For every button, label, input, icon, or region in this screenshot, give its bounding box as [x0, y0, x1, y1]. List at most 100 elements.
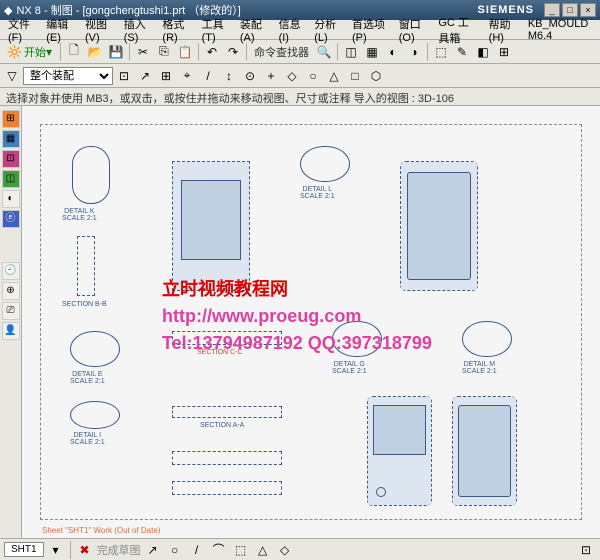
sheet-status: Sheet "SHT1" Work (Out of Date): [42, 526, 160, 535]
c12-icon[interactable]: □: [345, 66, 365, 86]
view-strip-2[interactable]: [172, 481, 282, 495]
c9-icon[interactable]: ◇: [282, 66, 302, 86]
t7-icon[interactable]: ◧: [473, 42, 493, 62]
label-detail-g: DETAIL GSCALE 2:1: [332, 361, 367, 375]
l9-icon[interactable]: ⎚: [2, 302, 20, 320]
b5-icon[interactable]: ⬚: [231, 540, 251, 560]
t1-icon[interactable]: ◫: [341, 42, 361, 62]
menu-view[interactable]: 视图(V): [79, 16, 118, 44]
view-strip-1[interactable]: [172, 451, 282, 465]
view-detail-e[interactable]: [70, 331, 120, 367]
roles-icon[interactable]: 👤: [2, 322, 20, 340]
menu-prefs[interactable]: 首选项(P): [346, 16, 393, 44]
c1-icon[interactable]: ⊡: [114, 66, 134, 86]
t4-icon[interactable]: ◑: [404, 42, 424, 62]
view-section-bb[interactable]: [77, 236, 95, 296]
filter-icon[interactable]: ▽: [2, 66, 22, 86]
start-button[interactable]: 🔆开始▾: [2, 42, 57, 62]
resource-bar: ⊞ ▦ ⊡ ◫ ◐ ⓔ 🕘 ⊕ ⎚ 👤: [0, 106, 22, 538]
t6-icon[interactable]: ✎: [452, 42, 472, 62]
toolbar-1: 🔆开始▾ 🗋 📂 💾 ✂ ⎘ 📋 ↶ ↷ 命令查找器 🔍 ◫ ▦ ◐ ◑ ⬚ ✎…: [0, 40, 600, 64]
message-bar: 选择对象并使用 MB3，或双击，或按住并拖动来移动视图、尺寸或注释 导入的视图 …: [0, 88, 600, 106]
web-icon[interactable]: ⓔ: [2, 210, 20, 228]
asm-icon[interactable]: ⊡: [2, 150, 20, 168]
brand-label: SIEMENS: [477, 4, 534, 16]
c11-icon[interactable]: △: [324, 66, 344, 86]
c13-icon[interactable]: ⬡: [366, 66, 386, 86]
view-detail-g[interactable]: [332, 321, 382, 357]
menu-analyze[interactable]: 分析(L): [308, 16, 346, 44]
label-section-cc: SECTION C-C: [197, 349, 243, 356]
menu-edit[interactable]: 编辑(E): [40, 16, 79, 44]
maximize-button[interactable]: □: [562, 3, 578, 17]
view-detail-k[interactable]: [72, 146, 110, 204]
c4-icon[interactable]: ⌖: [177, 66, 197, 86]
reuse-icon[interactable]: ◫: [2, 170, 20, 188]
drawing-canvas[interactable]: DETAIL KSCALE 2:1 DETAIL LSCALE 2:1 SECT…: [22, 106, 600, 538]
t3-icon[interactable]: ◐: [383, 42, 403, 62]
fit-icon[interactable]: ⊡: [576, 540, 596, 560]
search-icon[interactable]: 🔍: [314, 42, 334, 62]
menu-help[interactable]: 帮助(H): [483, 16, 522, 44]
cut-icon[interactable]: ✂: [133, 42, 153, 62]
b3-icon[interactable]: /: [187, 540, 207, 560]
menu-insert[interactable]: 插入(S): [118, 16, 157, 44]
minimize-button[interactable]: _: [544, 3, 560, 17]
t5-icon[interactable]: ⬚: [431, 42, 451, 62]
save-icon[interactable]: 💾: [106, 42, 126, 62]
sketch-icon[interactable]: ✖: [75, 540, 95, 560]
menu-tools[interactable]: 工具(T): [196, 16, 234, 44]
view-detail-l[interactable]: [300, 146, 350, 182]
menu-window[interactable]: 窗口(O): [393, 16, 433, 44]
c6-icon[interactable]: ↕: [219, 66, 239, 86]
label-detail-e: DETAIL ESCALE 2:1: [70, 371, 105, 385]
t8-icon[interactable]: ⊞: [494, 42, 514, 62]
nav-icon[interactable]: ⊞: [2, 110, 20, 128]
menu-file[interactable]: 文件(F): [2, 16, 40, 44]
open-icon[interactable]: 📂: [85, 42, 105, 62]
redo-icon[interactable]: ↷: [223, 42, 243, 62]
copy-icon[interactable]: ⎘: [154, 42, 174, 62]
menu-info[interactable]: 信息(I): [273, 16, 309, 44]
c2-icon[interactable]: ↗: [135, 66, 155, 86]
b1-icon[interactable]: ↗: [143, 540, 163, 560]
view-detail-i[interactable]: [70, 401, 120, 429]
c8-icon[interactable]: +: [261, 66, 281, 86]
paste-icon[interactable]: 📋: [175, 42, 195, 62]
tab-menu-icon[interactable]: ▾: [46, 540, 66, 560]
history-icon[interactable]: 🕘: [2, 262, 20, 280]
view-phone-back[interactable]: [400, 161, 478, 291]
cmd-finder-label: 命令查找器: [250, 44, 313, 60]
view-section-cc[interactable]: [172, 331, 282, 345]
sheet-tab[interactable]: SHT1: [4, 542, 44, 557]
b6-icon[interactable]: △: [253, 540, 273, 560]
new-icon[interactable]: 🗋: [64, 42, 84, 62]
menu-kb[interactable]: KB_MOULD M6.4: [522, 18, 598, 42]
undo-icon[interactable]: ↶: [202, 42, 222, 62]
c3-icon[interactable]: ⊞: [156, 66, 176, 86]
view-phone-front[interactable]: [172, 161, 250, 291]
menu-assembly[interactable]: 装配(A): [234, 16, 273, 44]
view-phone-open[interactable]: [367, 396, 432, 506]
b7-icon[interactable]: ◇: [275, 540, 295, 560]
c7-icon[interactable]: ⊙: [240, 66, 260, 86]
label-detail-m: DETAIL MSCALE 2:1: [462, 361, 497, 375]
close-button[interactable]: ×: [580, 3, 596, 17]
l8-icon[interactable]: ⊕: [2, 282, 20, 300]
hd3d-icon[interactable]: ◐: [2, 190, 20, 208]
assembly-combo[interactable]: 整个装配: [23, 67, 113, 85]
b2-icon[interactable]: ○: [165, 540, 185, 560]
label-detail-l: DETAIL LSCALE 2:1: [300, 186, 335, 200]
label-section-bb: SECTION B-B: [62, 301, 107, 308]
c10-icon[interactable]: ○: [303, 66, 323, 86]
menu-format[interactable]: 格式(R): [156, 16, 195, 44]
b4-icon[interactable]: ⌒: [209, 540, 229, 560]
c5-icon[interactable]: /: [198, 66, 218, 86]
label-detail-k: DETAIL KSCALE 2:1: [62, 208, 97, 222]
part-icon[interactable]: ▦: [2, 130, 20, 148]
status-bar: SHT1 ▾ ✖ 完成草图 ↗ ○ / ⌒ ⬚ △ ◇ ⊡: [0, 538, 600, 560]
view-phone-closed[interactable]: [452, 396, 517, 506]
view-section-aa[interactable]: [172, 406, 282, 418]
t2-icon[interactable]: ▦: [362, 42, 382, 62]
view-detail-m[interactable]: [462, 321, 512, 357]
